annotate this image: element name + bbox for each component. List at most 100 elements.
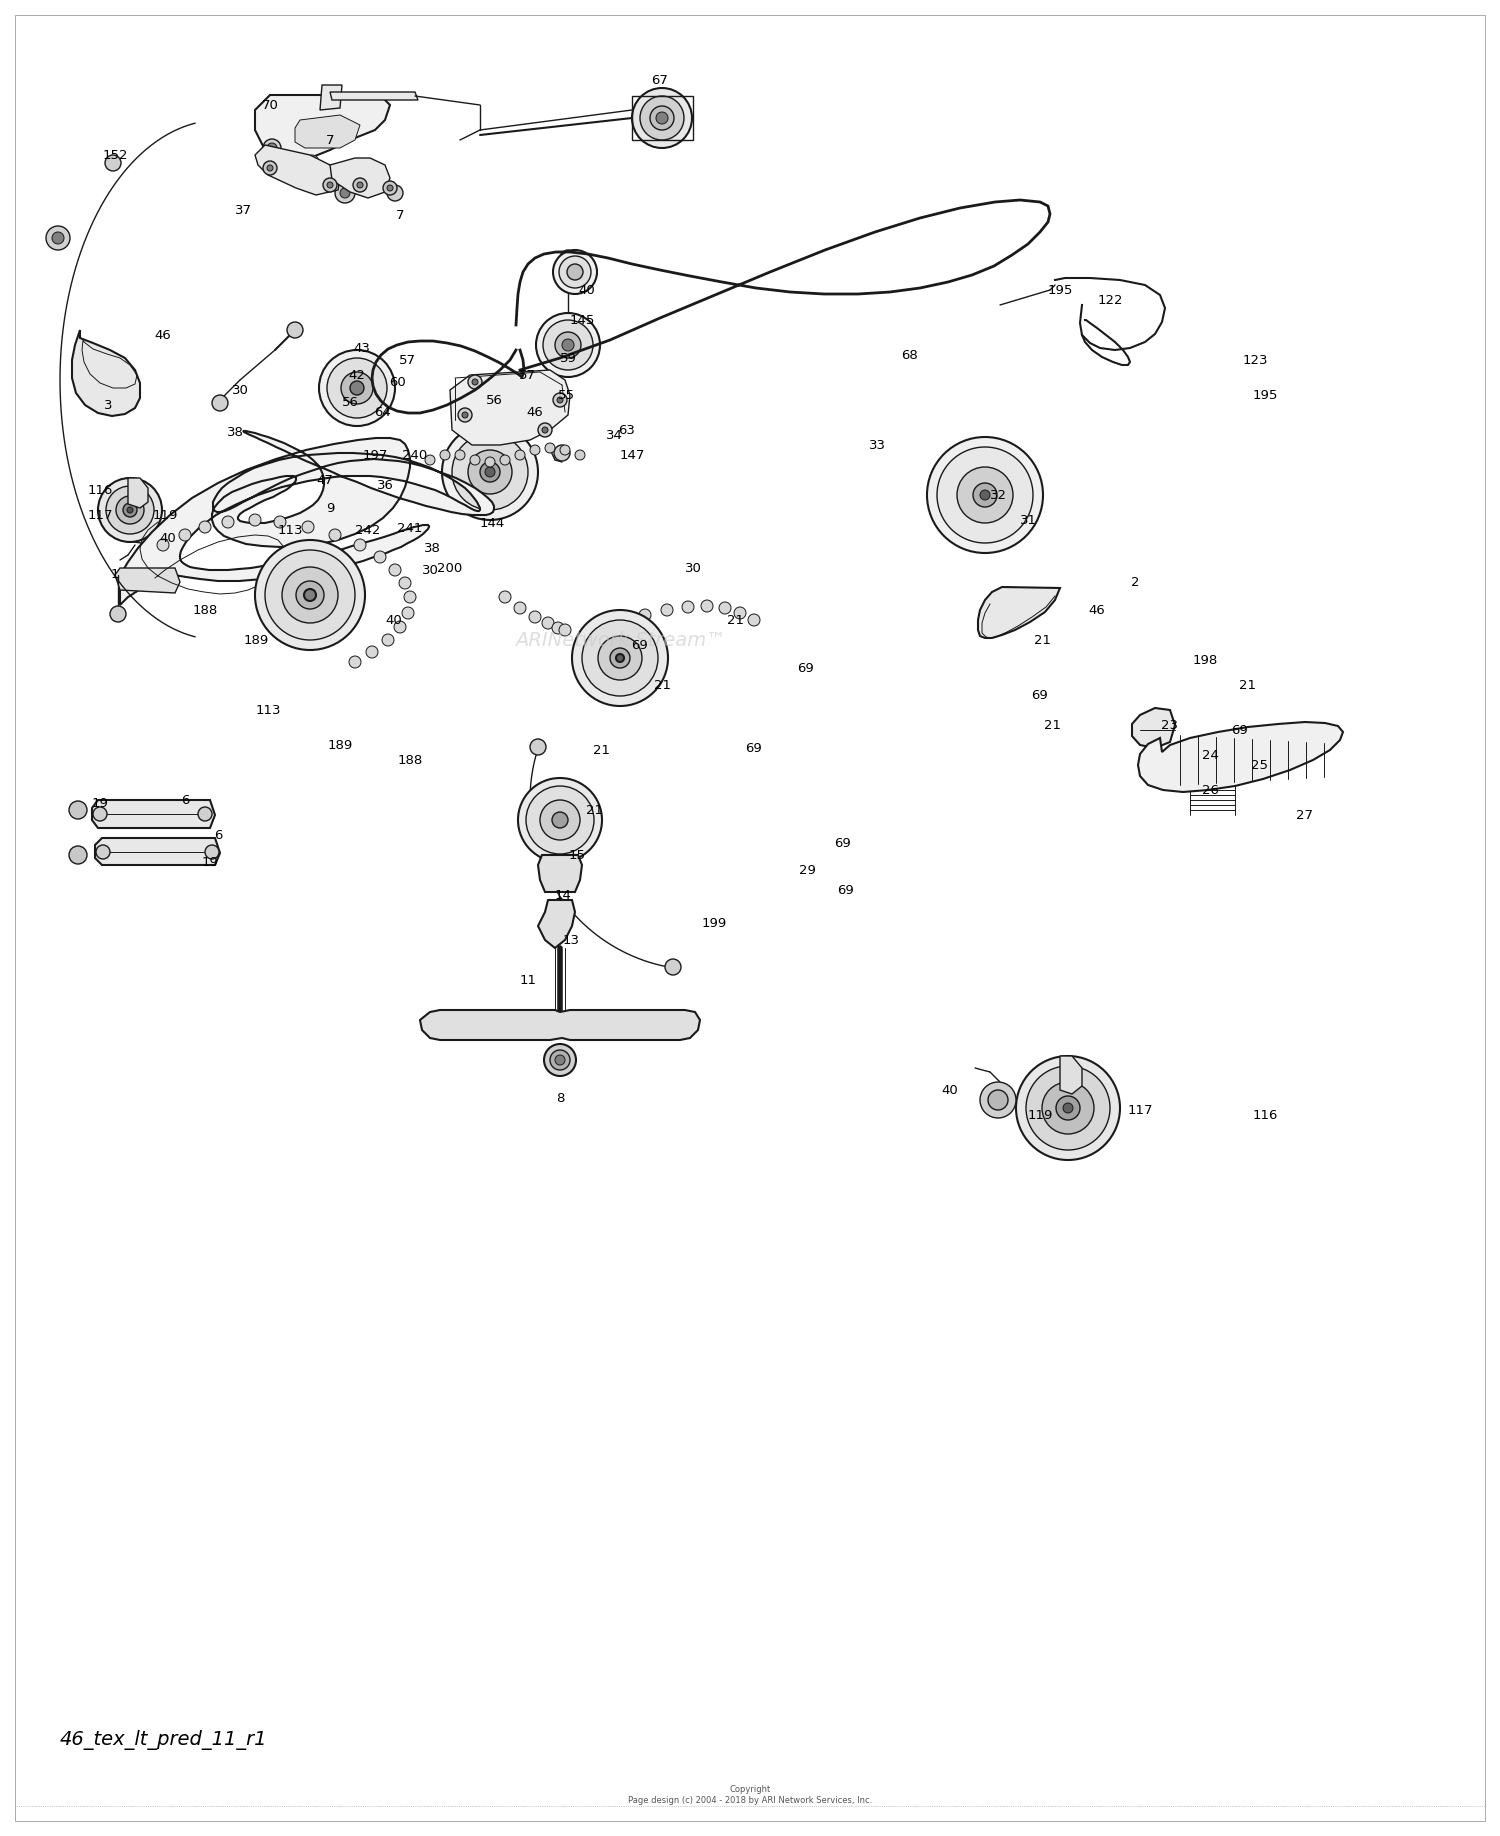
Text: 7: 7 [396, 209, 405, 222]
Text: 241: 241 [398, 521, 423, 534]
Circle shape [352, 178, 368, 193]
Text: 199: 199 [702, 916, 726, 929]
Text: 13: 13 [562, 933, 579, 947]
Circle shape [632, 88, 692, 149]
Circle shape [374, 551, 386, 564]
Text: 21: 21 [1239, 679, 1257, 692]
Text: 37: 37 [234, 204, 252, 217]
Circle shape [354, 540, 366, 551]
Text: 11: 11 [519, 973, 537, 986]
Circle shape [700, 600, 712, 611]
Text: 69: 69 [632, 639, 648, 652]
Circle shape [682, 600, 694, 613]
Circle shape [472, 378, 478, 386]
Text: 68: 68 [902, 349, 918, 362]
Text: 69: 69 [746, 742, 762, 755]
Text: 64: 64 [374, 406, 390, 419]
Text: 46: 46 [154, 329, 171, 341]
Polygon shape [320, 84, 342, 110]
Bar [1185, 745, 1234, 780]
Polygon shape [92, 800, 214, 828]
Circle shape [296, 580, 324, 610]
Text: 119: 119 [1028, 1109, 1053, 1122]
Circle shape [154, 536, 166, 549]
Text: 9: 9 [326, 501, 334, 514]
Circle shape [200, 521, 211, 532]
Circle shape [274, 516, 286, 529]
Circle shape [536, 312, 600, 376]
Circle shape [718, 602, 730, 613]
Circle shape [394, 621, 406, 633]
Text: 60: 60 [388, 376, 405, 389]
Circle shape [1064, 1103, 1072, 1113]
Circle shape [110, 606, 126, 622]
Text: 242: 242 [356, 523, 381, 536]
Text: 29: 29 [798, 863, 816, 876]
Text: 189: 189 [327, 738, 352, 751]
Circle shape [262, 162, 278, 174]
Circle shape [574, 450, 585, 461]
Circle shape [387, 185, 393, 191]
Text: 46: 46 [1089, 604, 1106, 617]
Circle shape [46, 226, 70, 250]
Circle shape [1026, 1067, 1110, 1149]
Text: ARINetwork Stream™: ARINetwork Stream™ [514, 630, 726, 650]
Circle shape [282, 567, 338, 622]
Circle shape [543, 319, 592, 371]
Circle shape [560, 624, 572, 635]
Circle shape [554, 250, 597, 294]
Circle shape [1016, 1056, 1120, 1160]
Text: 63: 63 [618, 424, 636, 437]
Polygon shape [1060, 1056, 1082, 1094]
Circle shape [211, 395, 228, 411]
Circle shape [327, 358, 387, 419]
Circle shape [468, 375, 482, 389]
Circle shape [616, 654, 624, 663]
Text: 43: 43 [354, 341, 370, 354]
Text: 21: 21 [1035, 633, 1052, 646]
Circle shape [105, 154, 122, 171]
Text: 30: 30 [422, 564, 438, 577]
Circle shape [974, 483, 998, 507]
Circle shape [255, 540, 364, 650]
Text: 23: 23 [1161, 718, 1179, 731]
Circle shape [357, 182, 363, 187]
Circle shape [123, 503, 136, 518]
Text: 32: 32 [990, 488, 1006, 501]
Text: 70: 70 [261, 99, 279, 112]
Circle shape [468, 450, 512, 494]
Text: 116: 116 [87, 483, 112, 496]
Circle shape [554, 444, 570, 461]
Circle shape [560, 255, 591, 288]
Text: 19: 19 [92, 797, 108, 810]
Text: 46: 46 [526, 406, 543, 419]
Circle shape [382, 633, 394, 646]
Circle shape [980, 490, 990, 499]
Text: 25: 25 [1251, 758, 1269, 771]
Text: 59: 59 [560, 351, 576, 365]
Text: 21: 21 [1044, 718, 1062, 731]
Text: 38: 38 [423, 542, 441, 554]
Circle shape [470, 455, 480, 465]
Circle shape [555, 332, 580, 358]
Circle shape [206, 845, 219, 859]
Circle shape [158, 540, 170, 551]
Text: 40: 40 [386, 613, 402, 626]
Text: 69: 69 [1232, 723, 1248, 736]
Text: 116: 116 [1252, 1109, 1278, 1122]
Text: 19: 19 [201, 856, 219, 868]
Text: 195: 195 [1047, 283, 1072, 296]
Circle shape [598, 635, 642, 679]
Circle shape [286, 321, 303, 338]
Circle shape [388, 564, 400, 577]
Circle shape [610, 648, 630, 668]
Polygon shape [94, 837, 220, 865]
Text: 195: 195 [1252, 389, 1278, 402]
Text: 36: 36 [376, 479, 393, 492]
Circle shape [340, 187, 350, 198]
Circle shape [988, 1091, 1008, 1111]
Circle shape [500, 591, 512, 602]
Circle shape [480, 463, 500, 483]
Text: 42: 42 [348, 369, 366, 382]
Polygon shape [255, 95, 390, 162]
